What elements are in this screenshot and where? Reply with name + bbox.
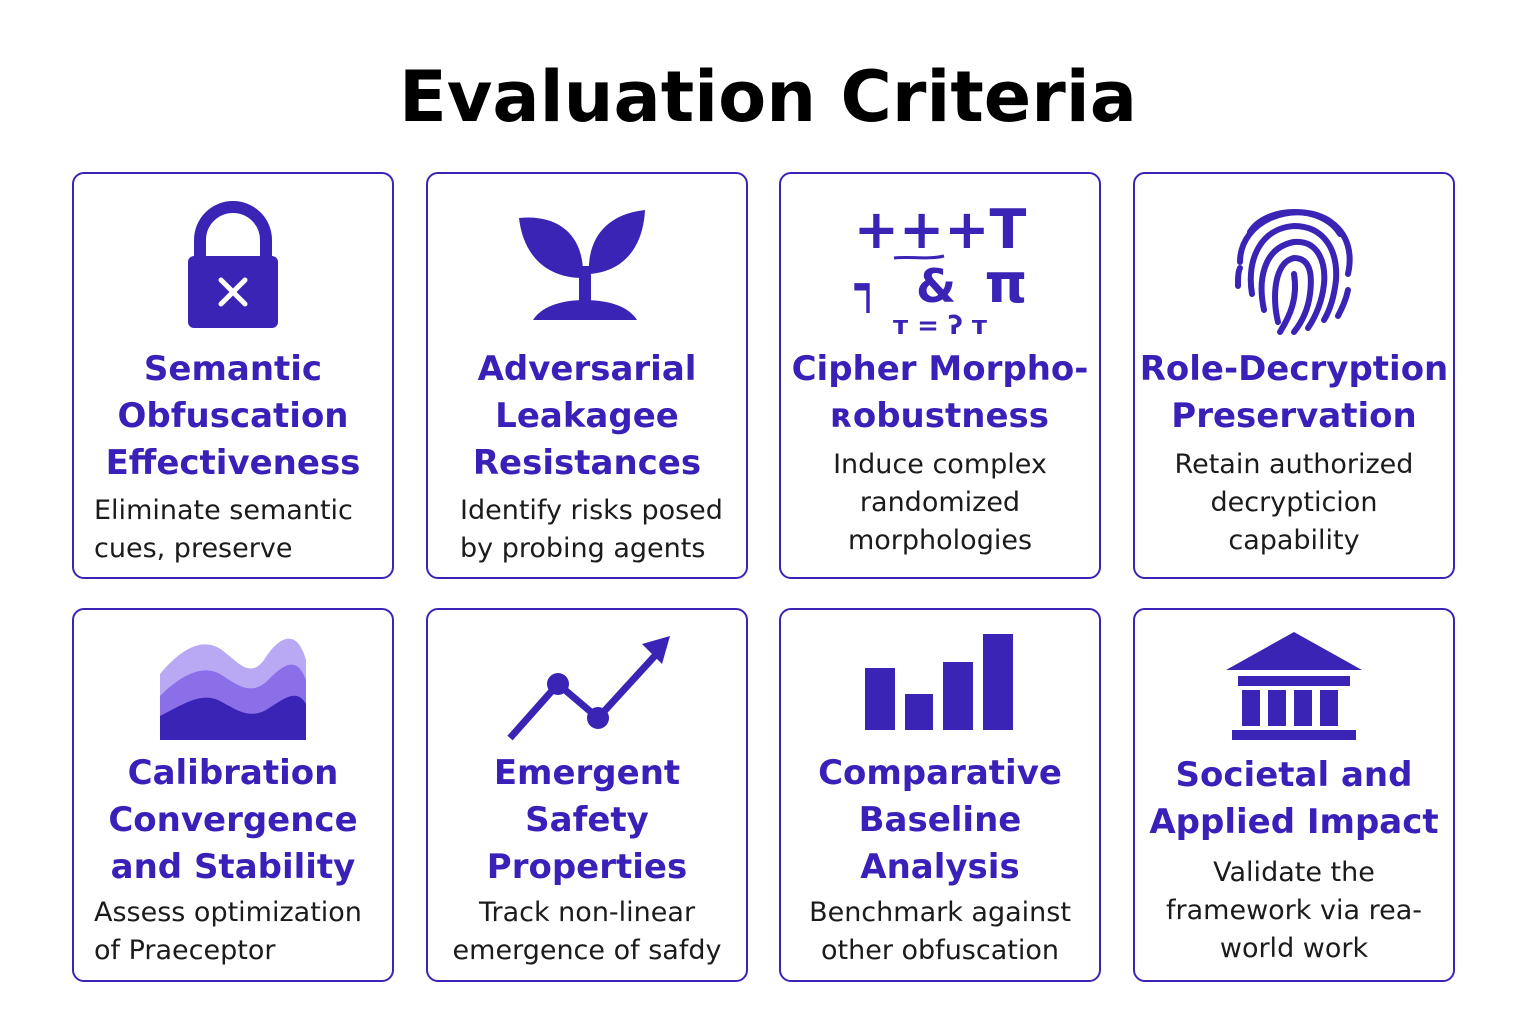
criteria-card-cipher-morpho-robustness: +++T ┑ & π ᴛ = ʔ ᴛ Cipher Morpho- ʀobust…: [779, 172, 1101, 579]
cipher-symbols-icon: +++T ┑ & π ᴛ = ʔ ᴛ: [854, 198, 1028, 336]
fingerprint-icon: [1235, 209, 1353, 335]
cipher-symbol-ampersand: &: [916, 259, 956, 313]
criteria-card-societal-impact: Societal and Applied Impact Validate the…: [1133, 608, 1455, 982]
card-title: Societal and Applied Impact: [1149, 755, 1439, 842]
card-description: Induce complex randomized morphologies: [833, 449, 1047, 556]
card-title: Emergent Safety Properties: [486, 753, 688, 887]
card-description: Benchmark against other obfuscation: [809, 897, 1071, 966]
card-title: Comparative Baseline Analysis: [818, 753, 1062, 887]
lock-icon: [188, 201, 278, 328]
area-chart-icon: [160, 638, 306, 740]
criteria-card-role-decryption: Role-Decryption Preservation Retain auth…: [1133, 172, 1455, 579]
card-description: Identify risks posed by probing agents: [460, 495, 723, 564]
cipher-symbols-row1: +++T: [854, 198, 1027, 261]
cipher-symbol-left: ┑: [854, 262, 882, 313]
card-title: Cipher Morpho- ʀobustness: [791, 349, 1089, 436]
card-title: Role-Decryption Preservation: [1139, 349, 1449, 436]
card-description: Eliminate semantic cues, preserve: [94, 495, 353, 564]
criteria-card-emergent-safety: Emergent Safety Properties Track non-lin…: [426, 608, 748, 982]
card-description: Validate the framework via rea- world wo…: [1166, 857, 1422, 964]
page-title: Evaluation Criteria: [398, 56, 1138, 138]
card-title: Adversarial Leakagee Resistances: [472, 349, 702, 483]
criteria-card-calibration: Calibration Convergence and Stability As…: [72, 608, 394, 982]
sprout-icon: [519, 210, 645, 320]
card-title: Semantic Obfuscation Effectiveness: [105, 349, 361, 483]
institution-icon: [1226, 632, 1362, 740]
cipher-symbols-row3: ᴛ = ʔ ᴛ: [893, 311, 987, 336]
bar-chart-icon: [865, 634, 1013, 730]
card-description: Assess optimization of Praeceptor: [94, 897, 362, 966]
criteria-card-comparative-baseline: Comparative Baseline Analysis Benchmark …: [779, 608, 1101, 982]
trend-arrow-icon: [507, 636, 670, 741]
cipher-symbol-pi: π: [985, 252, 1028, 315]
criteria-card-adversarial-leakage: Adversarial Leakagee Resistances Identif…: [426, 172, 748, 579]
card-description: Track non-linear emergence of safdy: [452, 897, 722, 966]
card-description: Retain authorized decrypticion capabilit…: [1174, 449, 1414, 556]
criteria-card-semantic-obfuscation: Semantic Obfuscation Effectiveness Elimi…: [72, 172, 394, 579]
card-title: Calibration Convergence and Stability: [108, 753, 358, 887]
